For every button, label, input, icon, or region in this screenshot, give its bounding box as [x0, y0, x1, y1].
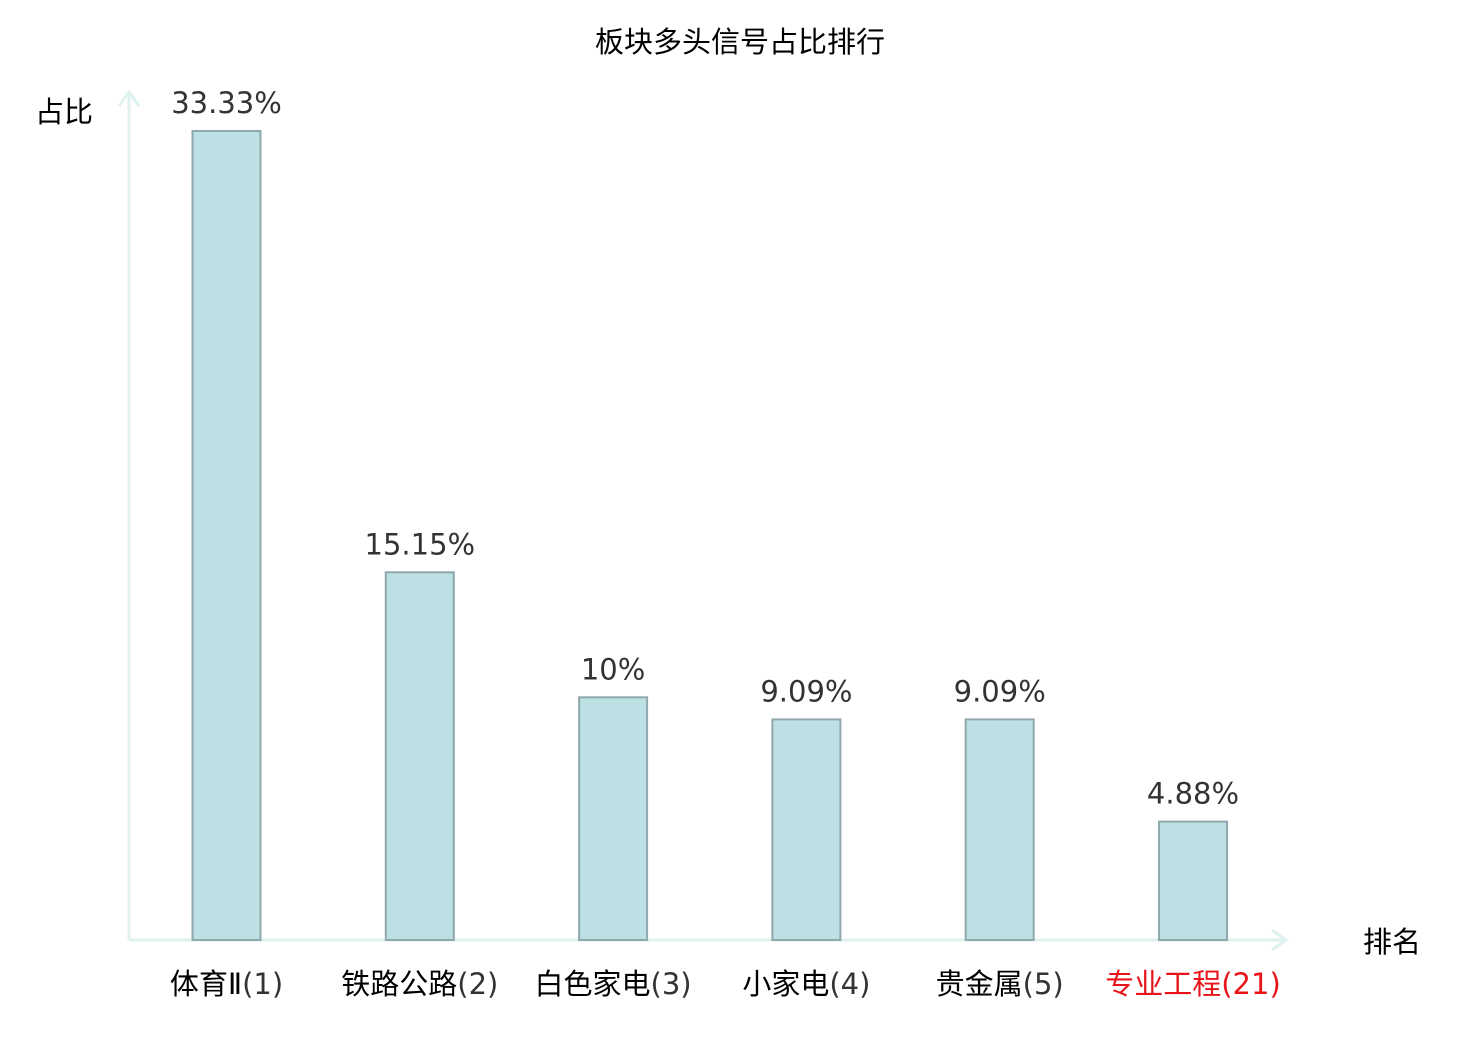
axes: [117, 89, 1289, 952]
bar: [964, 718, 1035, 942]
category-name: 小家电: [742, 967, 829, 1001]
bars: [191, 130, 1228, 942]
category-label: 体育Ⅱ(1): [170, 967, 283, 1001]
chart-title: 板块多头信号占比排行: [595, 25, 885, 59]
x-axis-arrow: [1271, 928, 1289, 952]
value-label: 15.15%: [365, 527, 476, 561]
bar: [191, 130, 262, 941]
category-rank: (1): [242, 967, 283, 1001]
category-rank: (5): [1023, 967, 1064, 1001]
category-rank: (21): [1221, 967, 1281, 1001]
category-name: 铁路公路: [341, 967, 457, 1001]
value-label: 9.09%: [760, 674, 852, 708]
category-name: 专业工程: [1105, 967, 1221, 1001]
value-label: 10%: [581, 652, 645, 686]
category-name: 贵金属: [936, 967, 1023, 1001]
category-name: 白色家电: [535, 967, 651, 1001]
category-label: 铁路公路(2): [341, 967, 498, 1001]
bar: [578, 696, 649, 941]
category-label: 专业工程(21): [1105, 967, 1281, 1001]
category-label: 贵金属(5): [936, 967, 1064, 1001]
value-label: 9.09%: [954, 674, 1046, 708]
bar: [1158, 820, 1228, 941]
category-label: 小家电(4): [742, 967, 870, 1001]
bar: [771, 718, 842, 942]
category-rank: (2): [457, 967, 498, 1001]
bar: [384, 571, 455, 941]
category-label: 白色家电(3): [535, 967, 692, 1001]
category-name: 体育Ⅱ: [170, 967, 242, 1001]
category-rank: (3): [651, 967, 692, 1001]
value-label: 4.88%: [1147, 777, 1239, 811]
value-label: 33.33%: [171, 86, 282, 120]
x-axis-label: 排名: [1363, 925, 1421, 959]
category-labels: 体育Ⅱ(1) 铁路公路(2) 白色家电(3) 小家电(4) 贵金属(5) 专业工程(21): [170, 967, 1281, 1001]
y-axis-label: 占比: [35, 95, 93, 129]
value-labels: 33.33% 15.15% 10% 9.09% 9.09% 4.88%: [171, 86, 1239, 811]
category-rank: (4): [829, 967, 870, 1001]
y-axis-arrow: [117, 89, 141, 107]
